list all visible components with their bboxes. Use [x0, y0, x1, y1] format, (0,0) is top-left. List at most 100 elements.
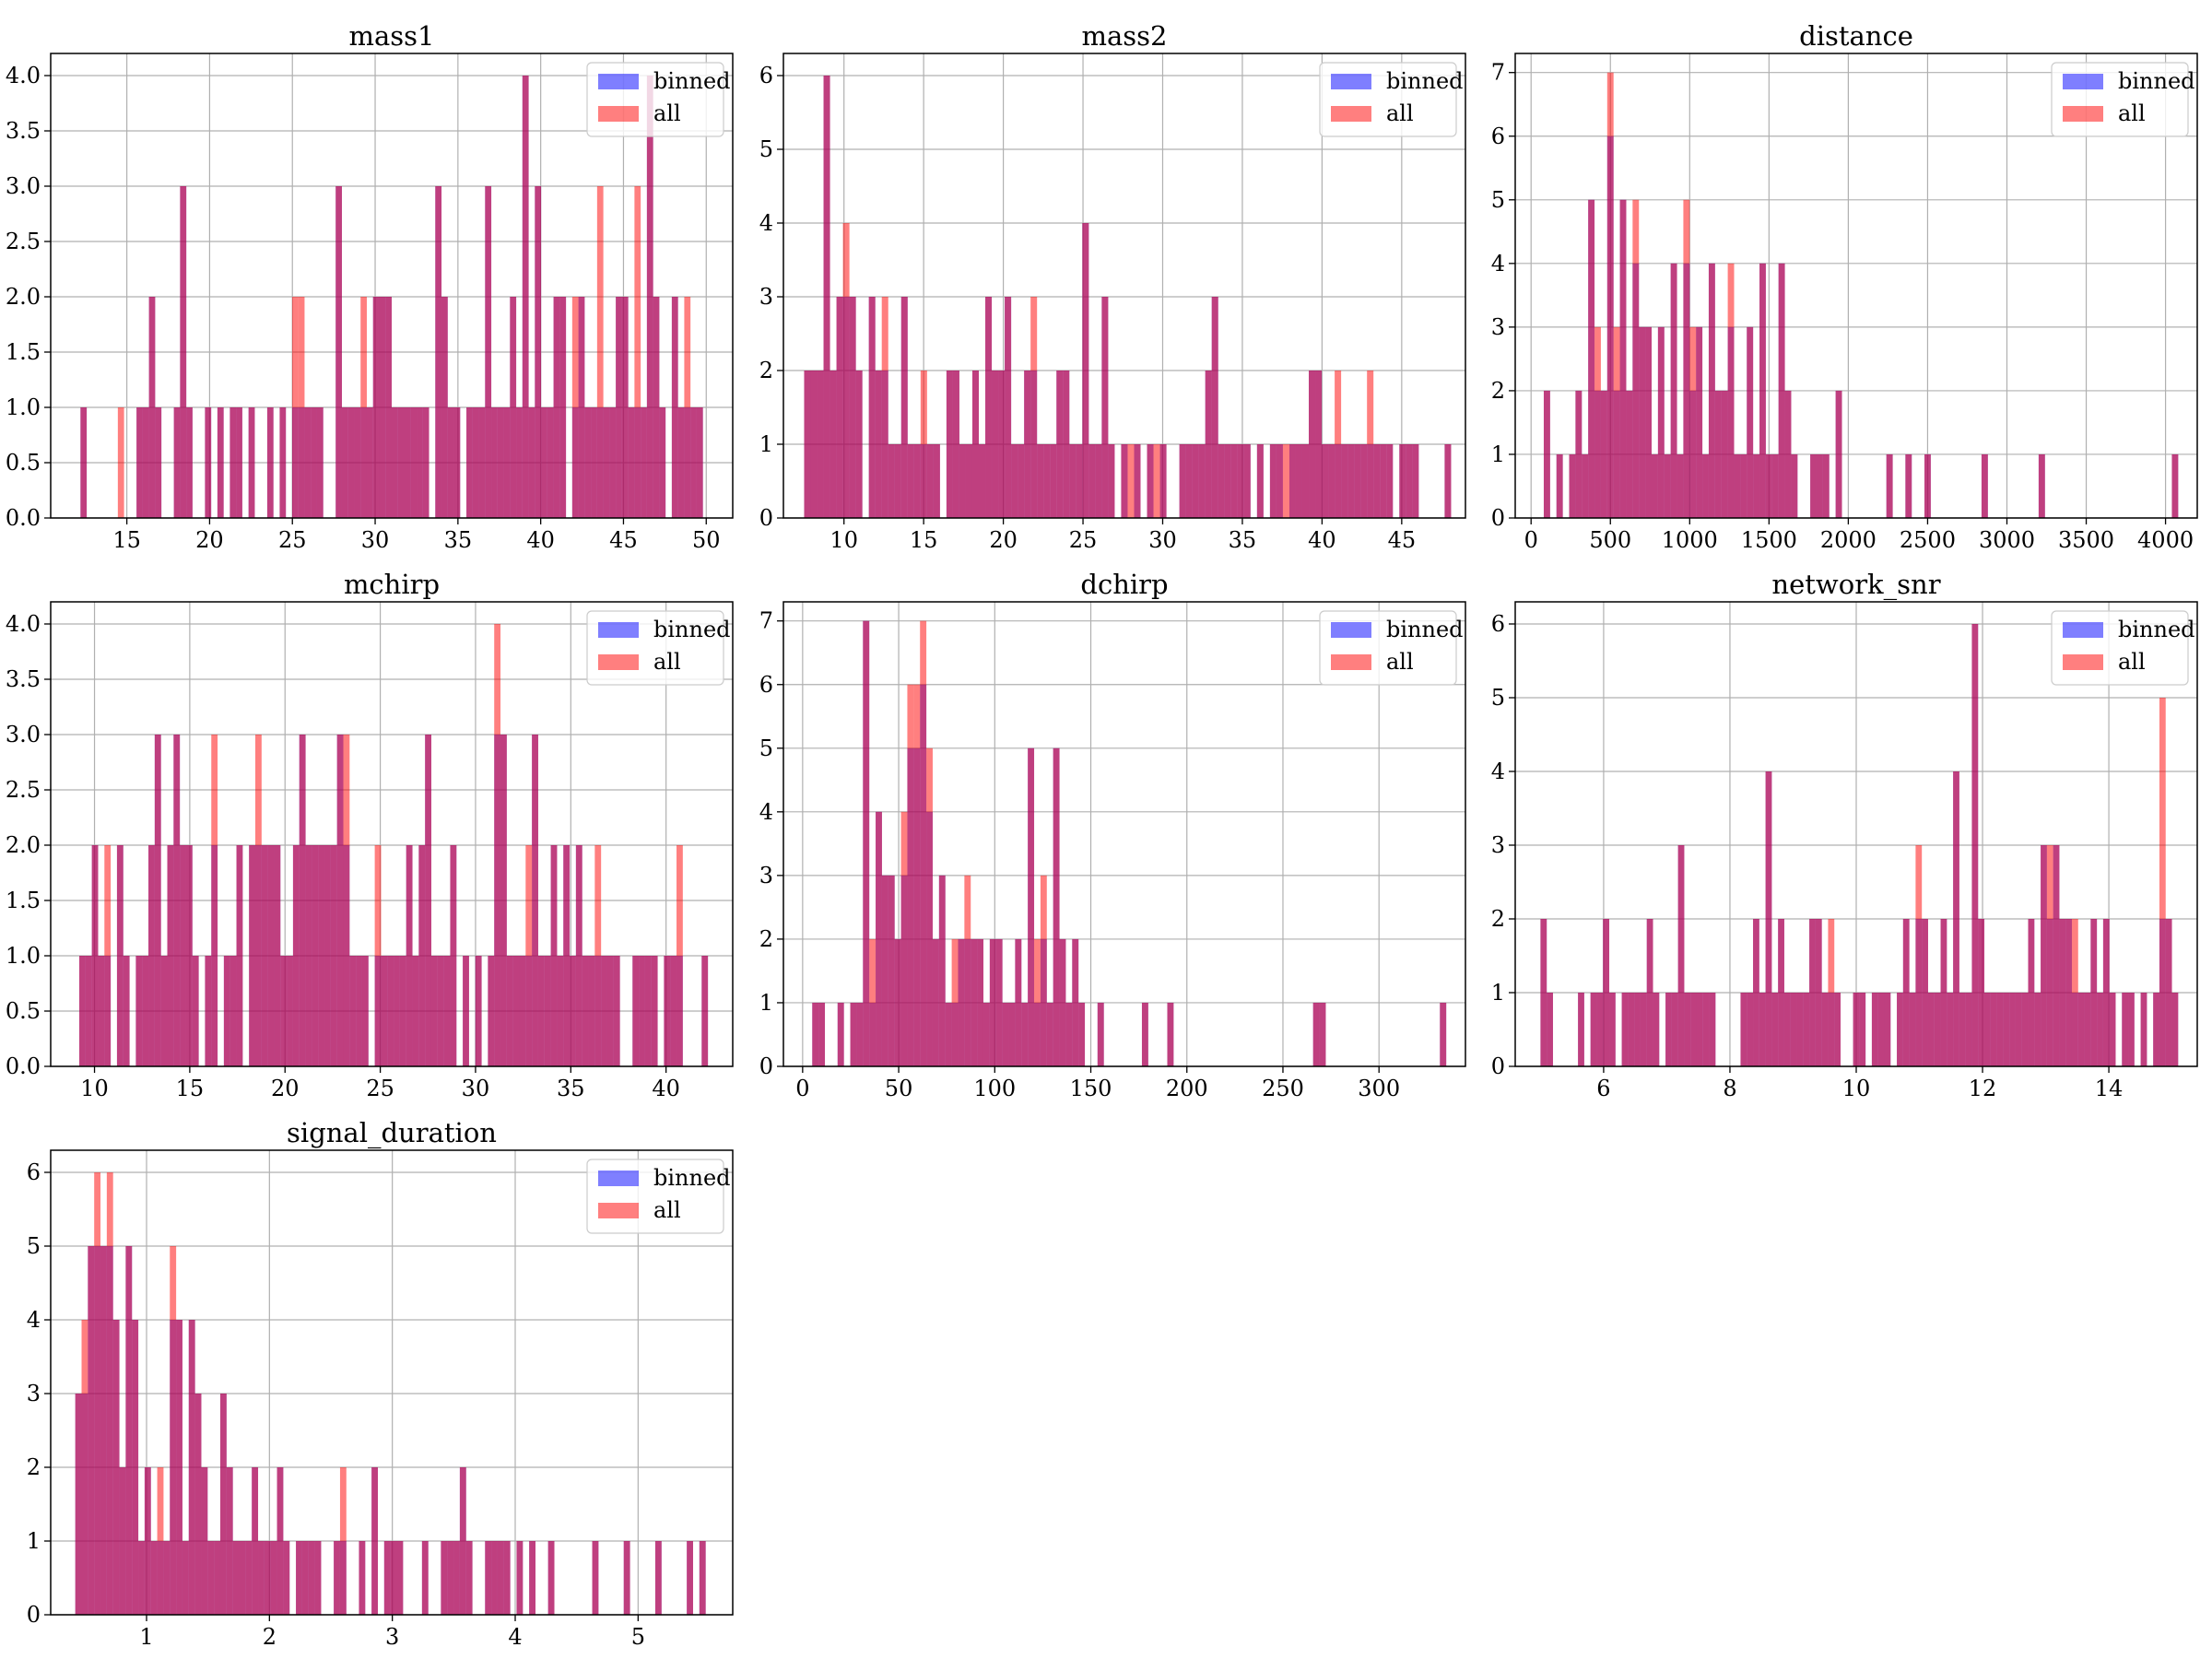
all-bar [684, 297, 691, 518]
all-bar [1101, 297, 1109, 518]
x-tick-label: 40 [1308, 527, 1336, 553]
y-tick-label: 6 [1491, 611, 1505, 637]
all-bar [236, 407, 242, 518]
all-bar [856, 1002, 864, 1066]
all-bar [1670, 263, 1677, 518]
all-bar [982, 1002, 990, 1066]
all-bar [2015, 993, 2022, 1066]
all-bar [1828, 919, 1835, 1066]
all-bar [1897, 993, 1903, 1066]
all-bar [1790, 993, 1797, 1066]
x-tick-label: 20 [195, 527, 224, 553]
all-bar [453, 407, 461, 518]
all-bar [582, 956, 589, 1066]
x-tick-label: 20 [989, 527, 1018, 553]
all-bar [308, 1541, 315, 1615]
all-bar [441, 297, 448, 518]
y-tick-label: 0.0 [6, 1053, 41, 1079]
all-bar [1978, 919, 1985, 1066]
y-tick-label: 0 [1491, 505, 1505, 531]
all-bar [341, 407, 348, 518]
all-bar [1626, 390, 1633, 518]
x-tick-label: 6 [1596, 1076, 1610, 1101]
all-bar [211, 735, 218, 1066]
all-bar [217, 407, 224, 518]
all-bar [1959, 993, 1966, 1066]
y-tick-label: 5 [759, 136, 773, 162]
all-bar [170, 1246, 177, 1615]
all-bar [194, 1394, 202, 1615]
all-bar [977, 938, 983, 1066]
all-bar [392, 407, 398, 518]
chart-title: signal_duration [287, 1117, 497, 1149]
all-bar [1569, 453, 1576, 518]
all-bar [1276, 444, 1283, 518]
all-bar [491, 407, 498, 518]
legend-label: binned [2118, 68, 2195, 94]
all-bar [132, 1320, 139, 1615]
all-bar [1043, 444, 1051, 518]
all-bar [1205, 371, 1212, 518]
all-bar [1657, 326, 1665, 518]
y-tick-label: 4 [759, 210, 773, 236]
all-bar [459, 1467, 466, 1615]
all-bar [1088, 444, 1096, 518]
all-bar [1927, 993, 1935, 1066]
all-bar [855, 371, 863, 518]
all-bar [1683, 199, 1690, 518]
all-bar [185, 845, 193, 1066]
all-bar [570, 956, 576, 1066]
all-bar [157, 1467, 164, 1615]
all-bar [2021, 993, 2029, 1066]
x-tick-label: 3500 [2058, 527, 2114, 553]
all-bar [155, 407, 162, 518]
all-bar [2109, 993, 2116, 1066]
all-bar [541, 407, 547, 518]
all-bar [1702, 993, 1710, 1066]
all-bar [1759, 263, 1766, 518]
all-bar [422, 407, 429, 518]
all-bar [2128, 993, 2135, 1066]
legend-label: all [2118, 649, 2146, 675]
all-bar [249, 845, 255, 1066]
all-bar [2122, 993, 2129, 1066]
all-bar [1603, 919, 1610, 1066]
all-bar [1015, 938, 1022, 1066]
all-bar [142, 956, 149, 1066]
all-bar [596, 186, 604, 518]
all-bar [687, 1541, 693, 1615]
all-bar [810, 371, 818, 518]
legend-label: all [1386, 100, 1414, 126]
all-bar [1121, 444, 1128, 518]
all-bar [387, 956, 394, 1066]
x-tick-label: 35 [1229, 527, 1257, 553]
x-tick-label: 4 [508, 1624, 522, 1650]
all-bar [2034, 993, 2041, 1066]
axes-frame [782, 53, 1466, 519]
all-bar [88, 1246, 95, 1615]
all-bar [2084, 993, 2091, 1066]
all-bar [160, 956, 168, 1066]
all-bar [1640, 993, 1647, 1066]
all-bar [261, 845, 268, 1066]
all-bar [104, 845, 112, 1066]
all-bar [2059, 919, 2066, 1066]
all-bar [1050, 444, 1057, 518]
all-bar [98, 956, 105, 1066]
all-bar [2171, 993, 2179, 1066]
all-bar [979, 444, 986, 518]
all-bar [1218, 444, 1225, 518]
legend-swatch [2063, 654, 2103, 670]
all-bar [1690, 993, 1697, 1066]
all-bar [135, 956, 143, 1066]
y-tick-label: 6 [759, 63, 773, 88]
all-bar [305, 845, 312, 1066]
all-bar [117, 407, 124, 518]
all-bar [163, 1541, 171, 1615]
all-bar [1740, 453, 1747, 518]
all-bar [1056, 371, 1064, 518]
all-bar [1646, 919, 1653, 1066]
all-bar [2003, 993, 2010, 1066]
all-bar [1159, 444, 1167, 518]
